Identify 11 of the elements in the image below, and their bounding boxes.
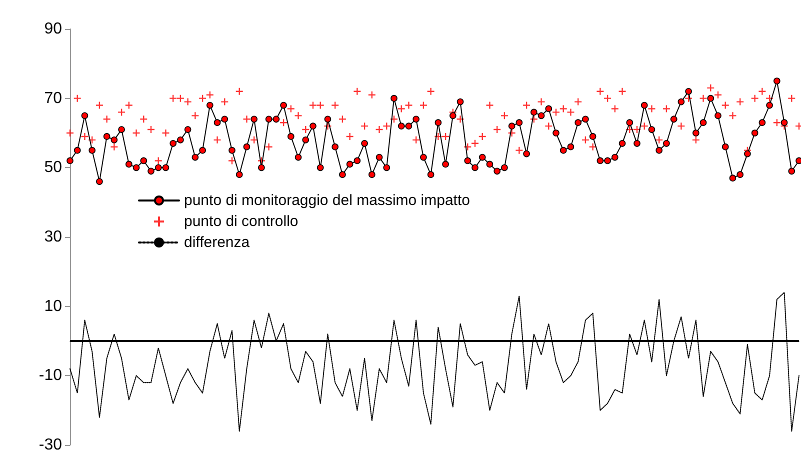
y-tick-label: -30 [38,436,62,454]
y-tick-label: 50 [44,159,62,176]
y-tick-label: 70 [44,90,62,107]
y-tick-label: 10 [44,298,62,315]
y-tick-label: -10 [38,367,62,384]
legend-label: differenza [184,234,250,251]
line-series [70,292,800,432]
y-tick-label: 30 [44,228,62,246]
legend-label: punto di controllo [184,213,298,230]
y-tick-label: 90 [44,20,62,38]
legend-label: punto di monitoraggio del massimo impatto [184,192,470,209]
